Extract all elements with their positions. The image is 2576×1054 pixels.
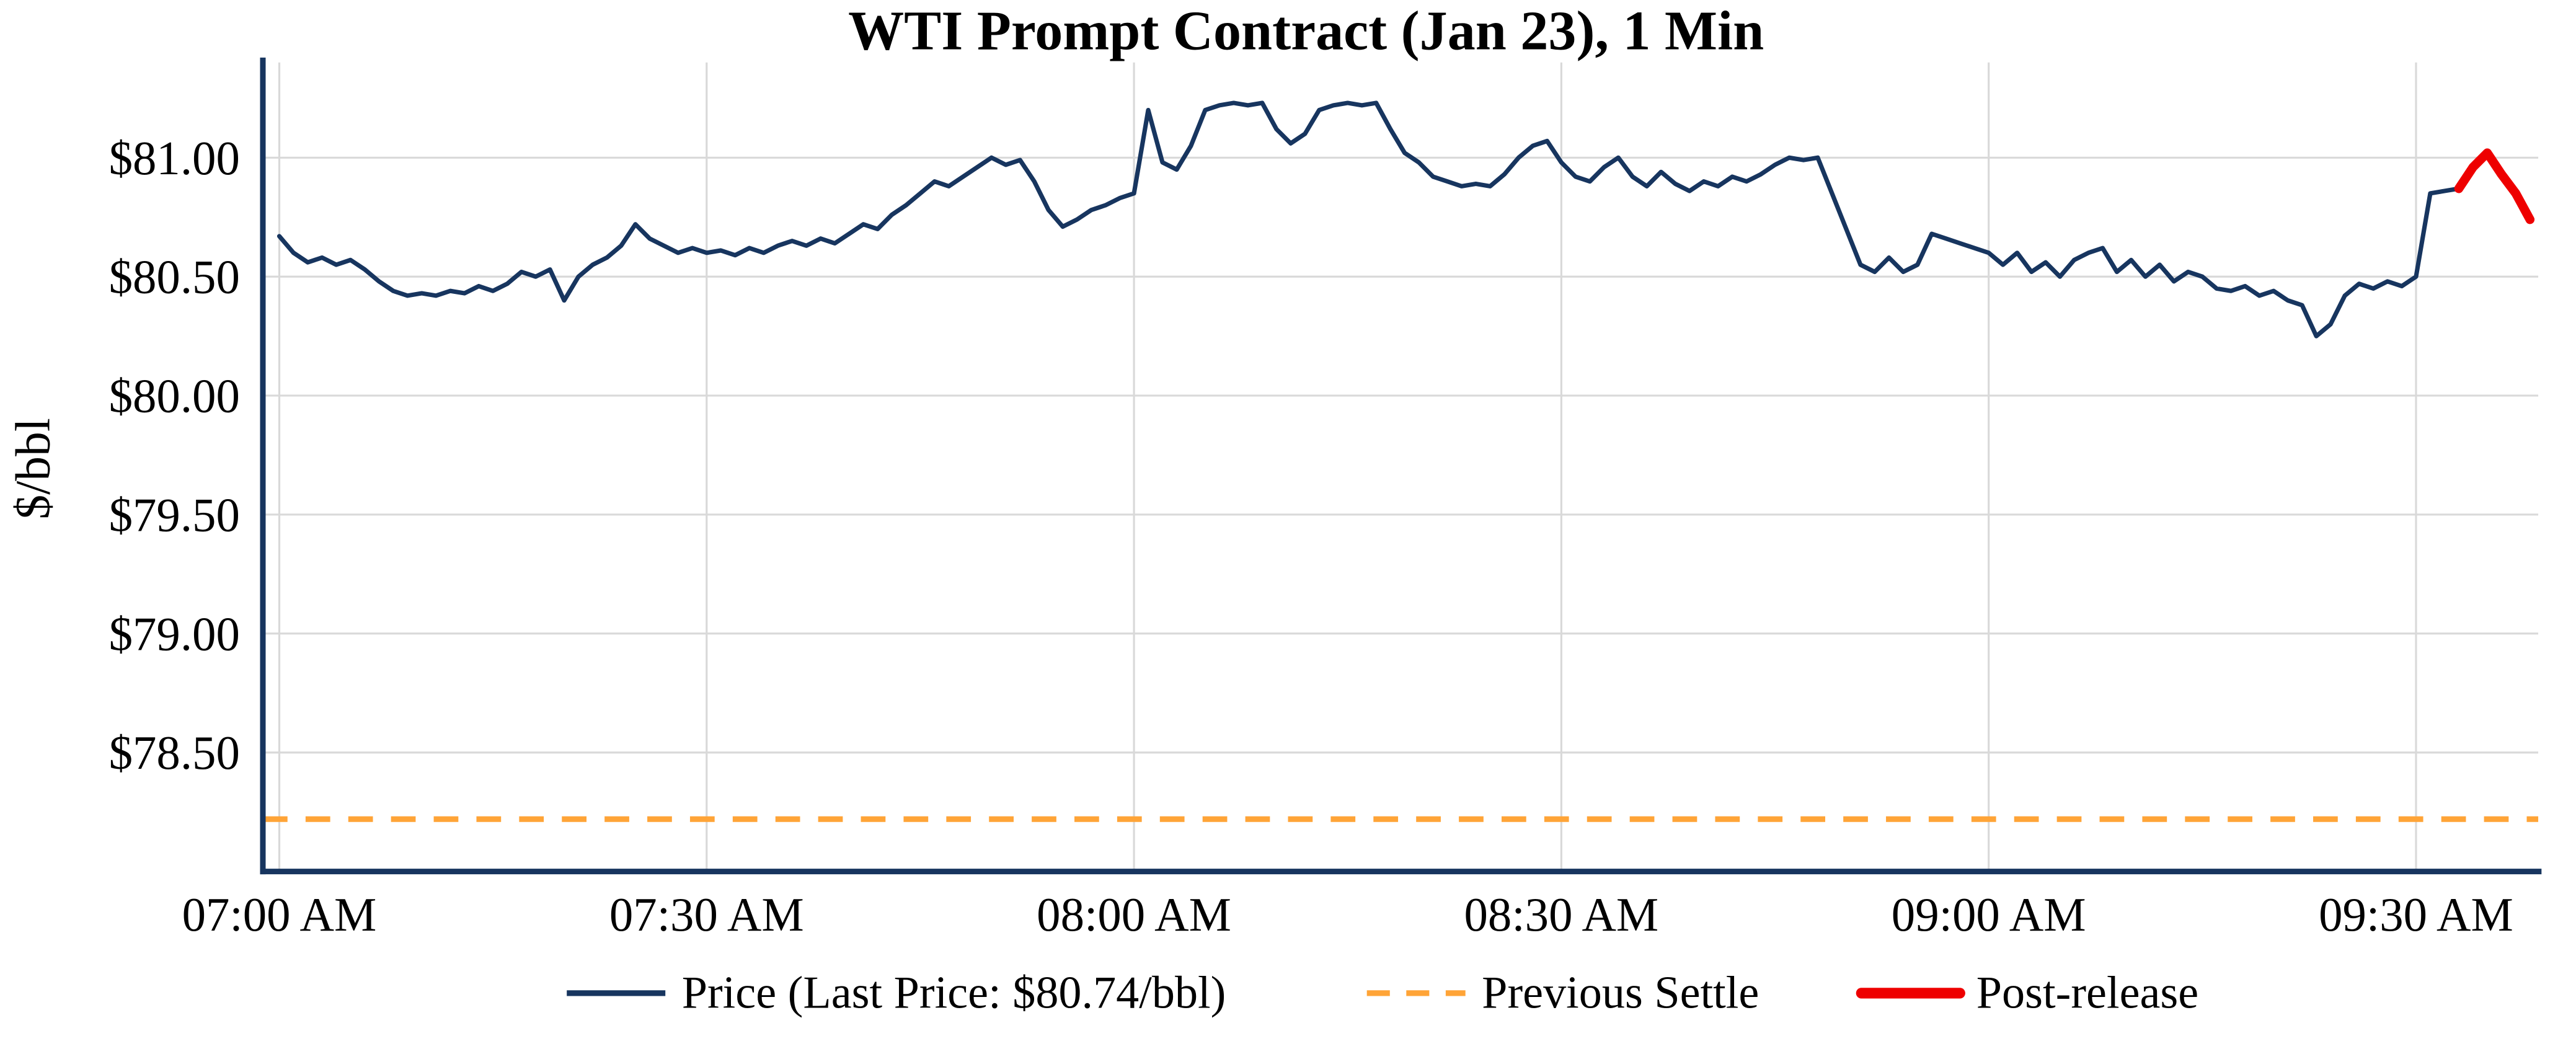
legend-price-label: Price (Last Price: $80.74/bbl) — [682, 968, 1226, 1019]
legend: Price (Last Price: $80.74/bbl) Previous … — [567, 968, 2198, 1019]
legend-previous-settle-label: Previous Settle — [1482, 968, 1759, 1019]
y-tick-label: $79.50 — [109, 489, 240, 541]
x-tick-label: 09:30 AM — [2319, 888, 2513, 941]
y-tick-label: $81.00 — [109, 132, 240, 185]
tick-labels: $78.50 $79.00 $79.50 $80.00 $80.50 $81.00 07:0… — [109, 132, 2513, 941]
post-release-line — [2454, 148, 2535, 224]
y-tick-label: $79.00 — [109, 608, 240, 660]
x-tick-label: 08:00 AM — [1037, 888, 1231, 941]
x-tick-label: 07:30 AM — [609, 888, 804, 941]
gridlines — [262, 62, 2539, 872]
y-tick-label: $80.00 — [109, 370, 240, 423]
price-series — [277, 100, 2535, 339]
x-tick-label: 07:00 AM — [182, 888, 377, 941]
y-axis-label: $/bbl — [6, 418, 61, 520]
x-tick-label: 08:30 AM — [1464, 888, 1658, 941]
axes — [260, 57, 2542, 875]
y-tick-label: $80.50 — [109, 251, 240, 304]
y-tick-label: $78.50 — [109, 727, 240, 779]
legend-post-release-label: Post-release — [1976, 968, 2198, 1019]
chart-title: WTI Prompt Contract (Jan 23), 1 Min — [848, 1, 1764, 62]
x-tick-label: 09:00 AM — [1892, 888, 2086, 941]
price-line — [277, 100, 2461, 339]
